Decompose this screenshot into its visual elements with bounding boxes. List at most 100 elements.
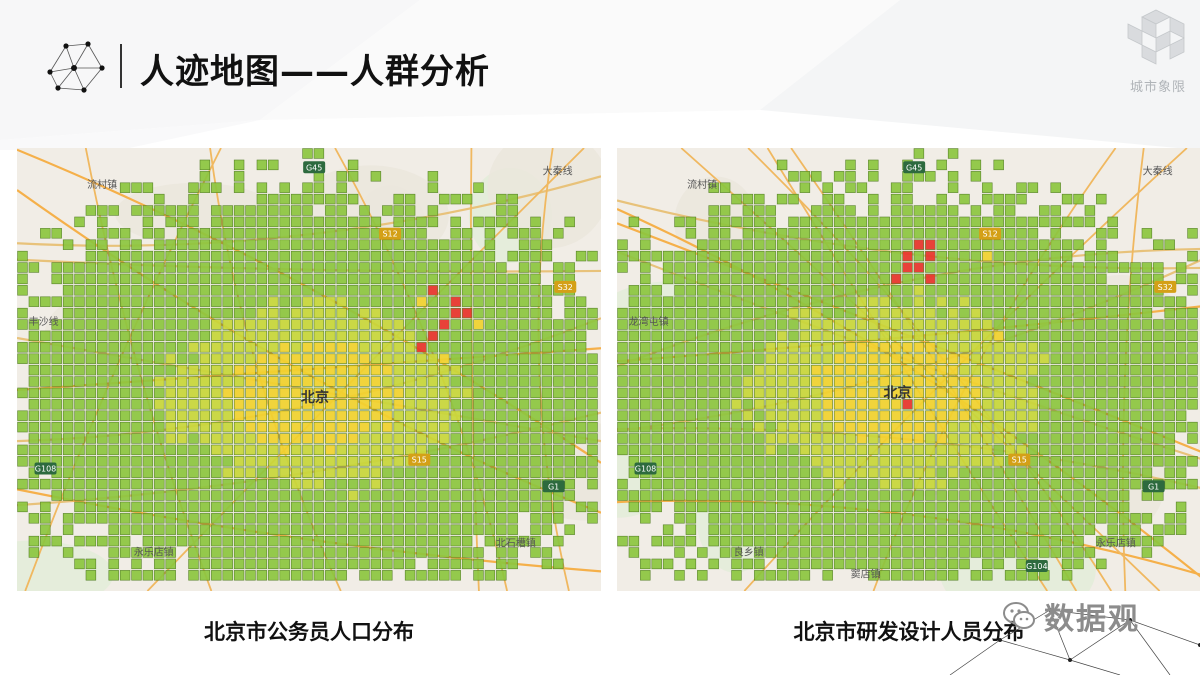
density-cell: [1084, 399, 1096, 410]
density-cell: [1050, 501, 1061, 513]
density-cell: [530, 216, 541, 228]
density-cell: [731, 376, 742, 387]
density-cell: [393, 353, 404, 364]
density-cell: [119, 433, 131, 444]
density-cell: [575, 353, 587, 364]
density-cell: [845, 319, 856, 330]
density-cell: [845, 239, 856, 250]
density-cell: [450, 467, 461, 478]
density-cell: [393, 193, 404, 205]
density-cell: [416, 399, 427, 410]
map-civil-servants[interactable]: G45 G1 G108 S32 S12 S15 流村镇 丰沙线 大秦线 永乐店镇 北石槽镇 北京: [17, 148, 601, 591]
density-cell: [1107, 353, 1118, 364]
density-cell: [74, 410, 85, 421]
density-cell: [40, 524, 51, 535]
density-cell: [776, 296, 788, 307]
density-cell: [856, 239, 868, 250]
density-cell: [1016, 342, 1027, 353]
density-cell: [913, 478, 925, 490]
density-cell: [1061, 376, 1073, 387]
density-cell: [799, 250, 811, 262]
density-cell: [211, 547, 222, 558]
density-cell: [62, 376, 74, 387]
density-cell: [1004, 501, 1016, 513]
density-cell: [970, 524, 982, 535]
density-cell: [279, 501, 290, 513]
density-cell: [347, 296, 359, 307]
density-cell: [902, 182, 913, 193]
density-cell: [1084, 456, 1096, 467]
density-cell: [62, 399, 74, 410]
density-cell: [119, 478, 131, 490]
title-divider: [120, 44, 122, 88]
density-cell: [1084, 307, 1096, 319]
density-cell: [279, 285, 290, 296]
density-cell: [575, 399, 587, 410]
density-cell: [799, 387, 811, 399]
density-cell: [507, 410, 518, 421]
density-cell: [290, 478, 302, 490]
density-cell: [1073, 342, 1084, 353]
density-cell: [268, 319, 279, 330]
density-cell: [685, 501, 697, 513]
density-cell: [154, 296, 165, 307]
density-cell: [313, 273, 325, 285]
density-cell: [530, 330, 541, 342]
density-cell: [754, 421, 765, 433]
density-cell: [879, 535, 890, 547]
density-cell: [1096, 296, 1107, 307]
density-cell: [199, 330, 211, 342]
density-cell: [1118, 513, 1130, 524]
density-cell: [1107, 490, 1118, 501]
density-cell: [359, 524, 370, 535]
density-cell: [325, 342, 336, 353]
density-cell: [245, 524, 256, 535]
network-graph-icon: [47, 41, 105, 93]
density-cell: [336, 490, 347, 501]
density-cell: [553, 228, 564, 239]
density-cell: [507, 285, 518, 296]
density-cell: [697, 353, 708, 364]
density-cell: [1004, 467, 1016, 478]
map-rnd-designers[interactable]: G45 G1 G108 S32 S12 S15 G104 流村镇 龙湾屯镇 大秦线 良乡镇 永乐店镇窦…: [617, 148, 1200, 591]
density-cell: [1073, 364, 1084, 376]
density-cell: [1164, 399, 1175, 410]
density-cell: [1096, 353, 1107, 364]
density-cell: [85, 330, 97, 342]
density-cell: [799, 513, 811, 524]
density-cell: [879, 216, 890, 228]
density-cell: [868, 273, 879, 285]
density-cell: [393, 285, 404, 296]
density-cell: [188, 513, 199, 524]
density-cell: [279, 421, 290, 433]
density-cell: [507, 364, 518, 376]
density-cell: [199, 307, 211, 319]
density-cell: [28, 535, 40, 547]
density-cell: [833, 490, 845, 501]
density-cell: [845, 444, 856, 456]
density-cell: [404, 307, 416, 319]
density-cell: [541, 250, 553, 262]
density-cell: [890, 558, 902, 570]
density-cell: [473, 353, 484, 364]
density-cell: [845, 250, 856, 262]
density-cell: [325, 490, 336, 501]
density-cell: [154, 387, 165, 399]
density-cell: [833, 467, 845, 478]
density-cell: [959, 547, 970, 558]
density-cell: [936, 216, 947, 228]
road-shield-badge: [408, 453, 431, 466]
density-cell: [28, 262, 40, 273]
density-cell: [28, 547, 40, 558]
density-cell: [553, 330, 564, 342]
density-cell: [507, 228, 518, 239]
density-cell: [233, 501, 245, 513]
density-cell: [268, 410, 279, 421]
density-cell: [936, 330, 947, 342]
density-cell: [404, 376, 416, 387]
density-cell: [359, 456, 370, 467]
density-cell: [370, 330, 382, 342]
density-cell: [245, 250, 256, 262]
density-cell: [154, 330, 165, 342]
density-cell: [1016, 364, 1027, 376]
